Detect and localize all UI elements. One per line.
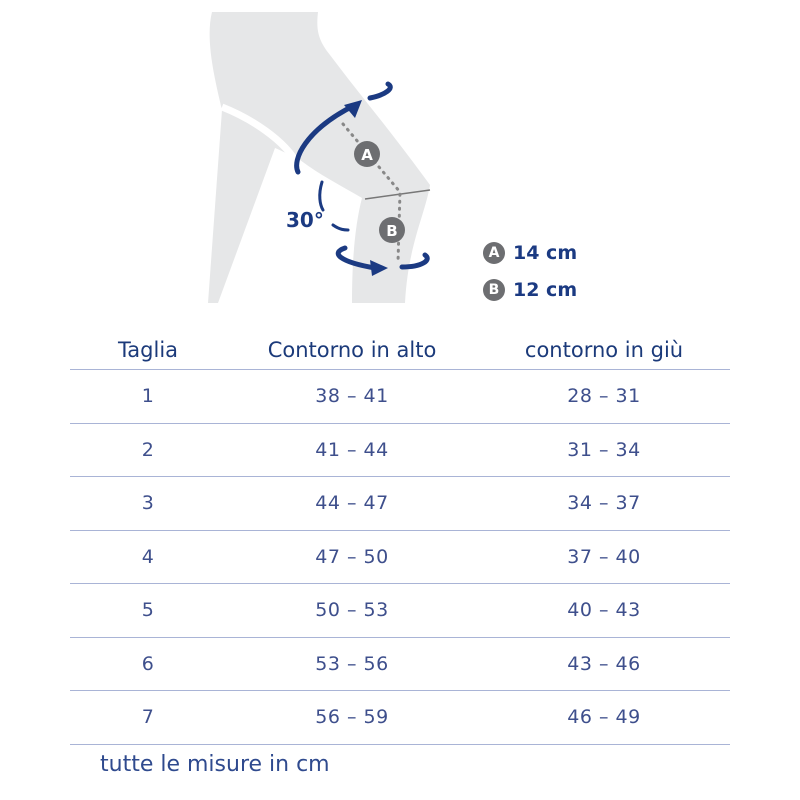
lower-cell: 43 – 46 bbox=[567, 652, 641, 675]
leg-silhouette bbox=[208, 12, 430, 303]
header-size: Taglia bbox=[117, 337, 179, 362]
upper-cell: 53 – 56 bbox=[315, 652, 389, 675]
table-row: 3 44 – 47 34 – 37 bbox=[70, 477, 730, 531]
lower-cell: 37 – 40 bbox=[567, 545, 641, 568]
footer-note: tutte le misure in cm bbox=[100, 752, 330, 777]
knee-line bbox=[364, 189, 431, 200]
legend-b-value: 12 cm bbox=[513, 279, 578, 301]
table-row: 6 53 – 56 43 – 46 bbox=[70, 638, 730, 691]
upper-cell: 47 – 50 bbox=[315, 545, 389, 568]
lower-cell: 31 – 34 bbox=[567, 438, 641, 461]
upper-cell: 38 – 41 bbox=[315, 385, 389, 408]
size-table: Taglia Contorno in alto contorno in giù … bbox=[70, 330, 730, 745]
size-cell: 3 bbox=[141, 492, 155, 515]
table-row: 1 38 – 41 28 – 31 bbox=[70, 370, 730, 424]
marker-b-icon bbox=[379, 217, 405, 243]
angle-label: 30° bbox=[286, 208, 324, 232]
lower-cell: 46 – 49 bbox=[567, 706, 641, 729]
legend-item-a: A 14 cm bbox=[483, 242, 577, 264]
table-row: 4 47 – 50 37 – 40 bbox=[70, 531, 730, 584]
marker-a-label: A bbox=[361, 146, 373, 164]
size-cell: 6 bbox=[141, 652, 155, 675]
legend-b-marker: B bbox=[483, 279, 505, 301]
size-cell: 7 bbox=[141, 706, 155, 729]
lower-cell: 28 – 31 bbox=[567, 385, 641, 408]
table-row: 2 41 – 44 31 – 34 bbox=[70, 424, 730, 477]
arrow-upper-end bbox=[367, 81, 393, 101]
upper-cell: 44 – 47 bbox=[315, 492, 389, 515]
table-row: 7 56 – 59 46 – 49 bbox=[70, 691, 730, 745]
knee-diagram: A B bbox=[208, 12, 431, 303]
upper-cell: 50 – 53 bbox=[315, 599, 389, 622]
size-cell: 1 bbox=[141, 385, 155, 408]
arrowhead-upper-icon bbox=[344, 100, 362, 118]
upper-cell: 56 – 59 bbox=[315, 706, 389, 729]
legend-a-value: 14 cm bbox=[513, 242, 578, 264]
arrow-lower bbox=[335, 245, 378, 271]
upper-cell: 41 – 44 bbox=[315, 438, 389, 461]
size-cell: 2 bbox=[141, 438, 155, 461]
angle-arc bbox=[318, 180, 350, 232]
table-row: 5 50 – 53 40 – 43 bbox=[70, 584, 730, 638]
arrowhead-lower-icon bbox=[370, 260, 388, 276]
marker-b-label: B bbox=[386, 222, 397, 240]
header-lower-circumference: contorno in giù bbox=[524, 337, 684, 362]
leg-gap bbox=[220, 103, 302, 167]
marker-a-icon bbox=[354, 141, 380, 167]
legend-a-marker: A bbox=[483, 242, 505, 264]
header-upper-circumference: Contorno in alto bbox=[267, 337, 437, 362]
arrow-lower-end bbox=[399, 252, 430, 270]
table-header: Taglia Contorno in alto contorno in giù bbox=[70, 330, 730, 370]
lower-cell: 40 – 43 bbox=[567, 599, 641, 622]
legend-item-b: B 12 cm bbox=[483, 279, 577, 301]
size-cell: 4 bbox=[141, 545, 155, 568]
size-cell: 5 bbox=[141, 599, 155, 622]
arrow-upper bbox=[294, 102, 358, 175]
lower-cell: 34 – 37 bbox=[567, 492, 641, 515]
